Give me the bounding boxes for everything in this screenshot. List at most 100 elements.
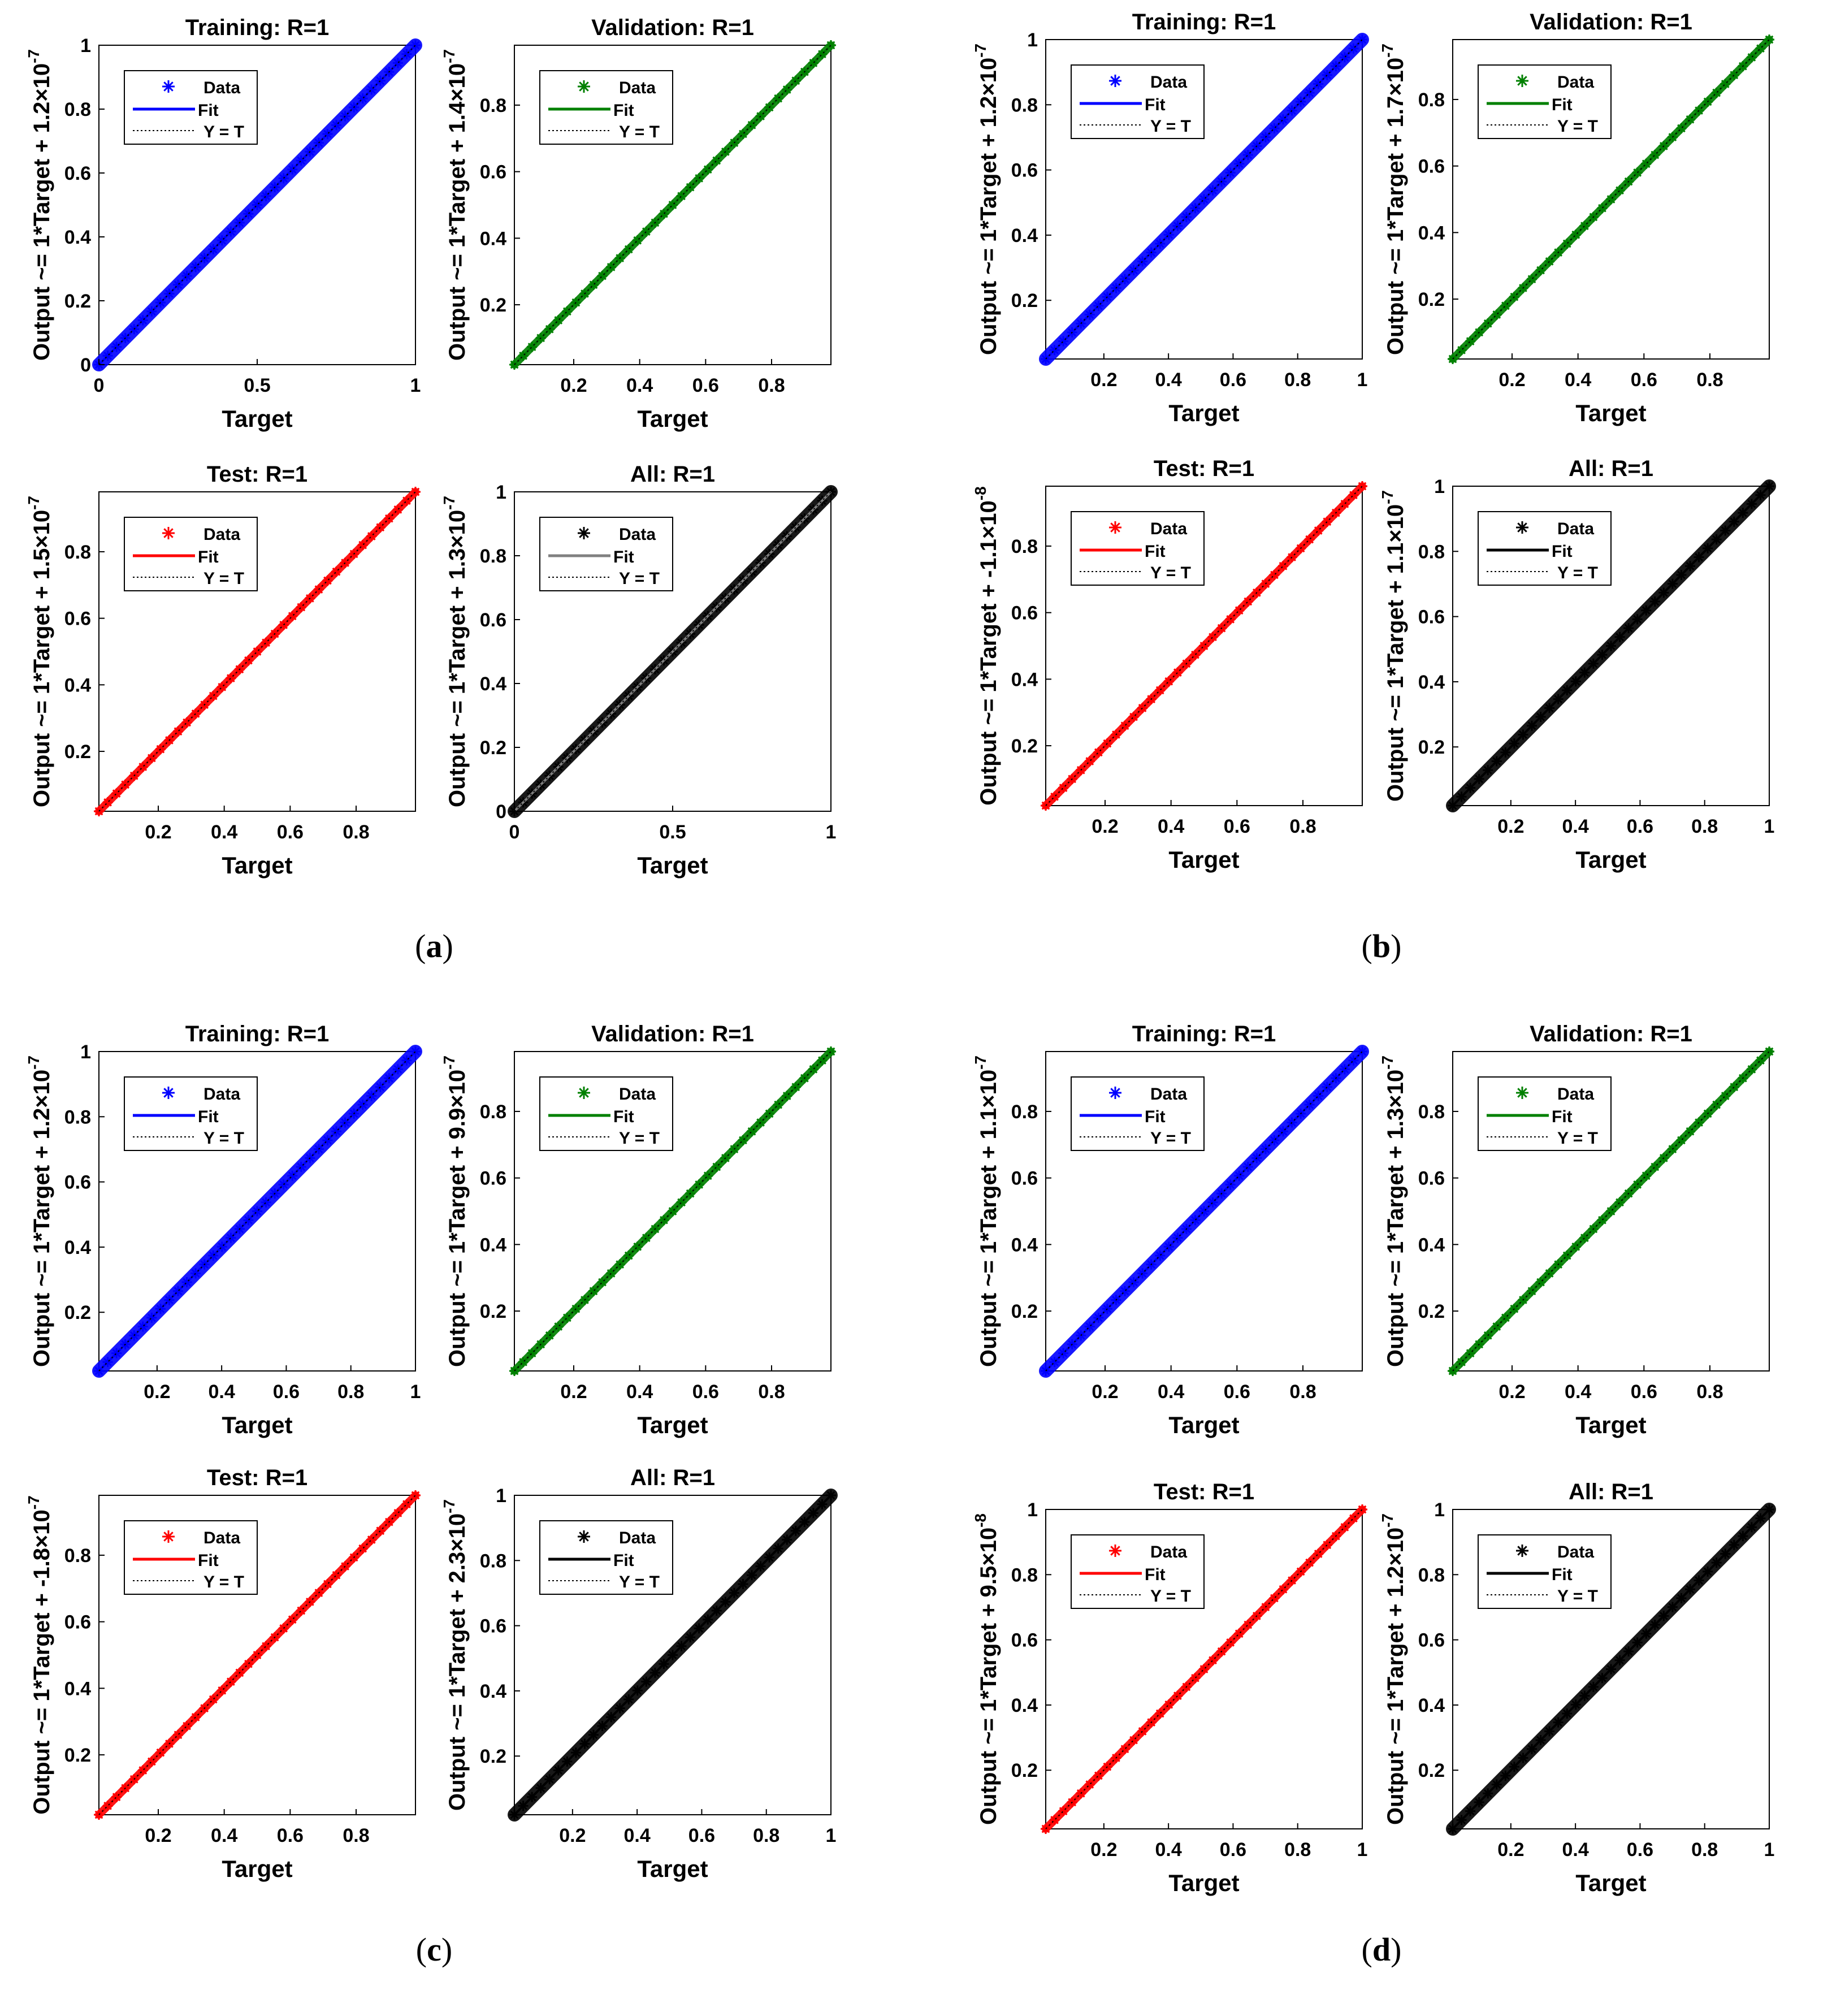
ylabel-exp-b-training: -7 [972,44,989,58]
ytick-label-d-test-2: 0.6 [1011,1630,1038,1651]
legend-box-d-all [1478,1534,1612,1609]
ylabel-exp-a-training: -7 [25,49,42,63]
ytick-label-d-test-3: 0.8 [1011,1564,1038,1586]
ylabel-main-d-all: Output ~= 1*Target + 1.2×10 [1383,1528,1408,1825]
ylabel-main-b-all: Output ~= 1*Target + 1.1×10 [1383,504,1408,802]
ytick-label-a-training-2: 0.4 [64,227,91,248]
ylabel-main-d-training: Output ~= 1*Target + 1.1×10 [976,1070,1001,1367]
legend-data-marker-d-test [1109,1545,1121,1557]
title-c-training: Training: R=1 [185,1022,330,1046]
xtick-label-b-test-0: 0.2 [1092,816,1118,837]
ylabel-main-c-all: Output ~= 1*Target + 2.3×10 [445,1513,470,1811]
xtick-label-a-validation-0: 0.2 [560,375,587,396]
legend-data-label-b-validation: Data [1557,73,1594,92]
ytick-label-c-validation-0: 0.2 [480,1301,506,1322]
xlabel-d-test: Target [1168,1870,1239,1896]
legend-yt-label-a-training: Y = T [203,123,244,141]
ytick-label-a-all-0: 0 [496,801,506,823]
legend-data-label-d-test: Data [1150,1543,1187,1561]
ytick-label-b-validation-2: 0.6 [1418,156,1445,178]
xtick-label-c-test-3: 0.8 [343,1825,369,1846]
ylabel-a-validation: Output ~= 1*Target + 1.4×10-7 [440,49,470,361]
ylabel-d-test: Output ~= 1*Target + 9.5×10-8 [972,1513,1001,1825]
ytick-label-c-training-0: 0.2 [64,1302,91,1323]
plot-a-validation: 0.2 0.4 0.6 0.8 0.2 0.4 0.6 0.8 Validation: R=1 T… [440,15,836,432]
xtick-label-a-test-2: 0.6 [277,821,304,843]
legend-yt-label-d-all: Y = T [1557,1587,1598,1606]
ytick-label-b-test-0: 0.2 [1011,736,1038,757]
legend-b-test: Data Fit Y = T [1071,511,1205,586]
panel-label-a: a [426,928,443,964]
legend-yt-label-d-training: Y = T [1150,1129,1191,1148]
legend-data-marker-a-validation [578,80,590,93]
xtick-label-b-all-4: 1 [1764,816,1775,837]
legend-box-a-training [124,70,258,145]
legend-box-b-training [1071,64,1205,139]
ylabel-c-test: Output ~= 1*Target + -1.8×10-7 [25,1495,54,1814]
legend-fit-label-b-validation: Fit [1552,96,1573,114]
xtick-label-b-all-1: 0.4 [1562,816,1589,837]
legend-data-label-d-training: Data [1150,1085,1187,1104]
xtick-label-c-validation-0: 0.2 [560,1381,587,1403]
xtick-label-b-test-2: 0.6 [1224,816,1250,837]
xtick-label-d-all-0: 0.2 [1497,1839,1524,1861]
ytick-label-c-test-2: 0.6 [64,1612,91,1633]
legend-data-label-c-all: Data [619,1529,656,1547]
xlabel-d-all: Target [1575,1870,1646,1896]
legend-fit-label-a-validation: Fit [613,101,634,120]
legend-yt-label-b-all: Y = T [1557,564,1598,582]
ytick-label-b-validation-1: 0.4 [1418,222,1445,244]
fit-line-a-test [98,491,417,812]
ytick-label-a-test-2: 0.6 [64,608,91,630]
legend-data-label-b-all: Data [1557,520,1594,538]
title-a-training: Training: R=1 [185,15,330,40]
ytick-label-a-validation-3: 0.8 [480,95,506,116]
xlabel-c-all: Target [637,1855,708,1882]
panel-label-c: c [427,1931,441,1968]
legend-yt-label-c-validation: Y = T [619,1129,660,1148]
legend-data-label-c-training: Data [203,1085,240,1104]
legend-data-marker-c-training [162,1087,175,1099]
legend-yt-label-a-validation: Y = T [619,123,660,141]
ylabel-main-d-validation: Output ~= 1*Target + 1.3×10 [1383,1070,1408,1367]
xlabel-b-test: Target [1168,846,1239,873]
legend-data-marker-b-validation [1516,75,1528,87]
xtick-label-b-training-2: 0.6 [1220,369,1246,391]
ytick-label-c-test-0: 0.2 [64,1745,91,1766]
ylabel-exp-c-validation: -7 [440,1055,458,1070]
ytick-label-d-validation-0: 0.2 [1418,1301,1445,1322]
ylabel-exp-a-validation: -7 [440,49,458,63]
legend-fit-label-d-all: Fit [1552,1565,1573,1584]
fit-line-b-all [1452,485,1770,807]
ylabel-a-test: Output ~= 1*Target + 1.5×10-7 [25,496,54,807]
legend-data-marker-c-all [578,1530,590,1543]
ytick-label-d-all-3: 0.8 [1418,1564,1445,1586]
legend-b-training: Data Fit Y = T [1071,64,1205,139]
fit-line-a-validation [513,44,832,366]
ytick-label-b-training-1: 0.4 [1011,225,1038,246]
xtick-label-c-all-0: 0.2 [559,1825,586,1846]
xtick-label-b-all-0: 0.2 [1497,816,1524,837]
legend-box-b-test [1071,511,1205,586]
ylabel-b-training: Output ~= 1*Target + 1.2×10-7 [972,44,1001,355]
plot-a-all: 0 0.5 1 0 0.2 0.4 0.6 0.8 1 All: R=1 Target Output … [440,462,838,879]
ylabel-exp-a-test: -7 [25,496,42,510]
ylabel-a-all: Output ~= 1*Target + 1.3×10-7 [440,496,470,807]
xtick-label-b-test-1: 0.4 [1158,816,1184,837]
legend-a-test: Data Fit Y = T [124,517,258,591]
xtick-label-c-all-3: 0.8 [753,1825,779,1846]
ytick-label-c-training-3: 0.8 [64,1106,91,1128]
legend-box-c-test [124,1520,258,1595]
legend-data-marker-a-training [162,80,175,93]
legend-data-marker-d-validation [1516,1087,1528,1099]
legend-fit-label-c-all: Fit [613,1551,634,1570]
legend-yt-label-b-test: Y = T [1150,564,1191,582]
ytick-label-b-validation-0: 0.2 [1418,289,1445,310]
ytick-label-d-all-2: 0.6 [1418,1630,1445,1651]
title-d-test: Test: R=1 [1154,1479,1254,1504]
xtick-label-d-validation-3: 0.8 [1696,1381,1723,1403]
ytick-label-b-test-2: 0.6 [1011,603,1038,624]
legend-b-all: Data Fit Y = T [1478,511,1612,586]
ylabel-main-b-training: Output ~= 1*Target + 1.2×10 [976,58,1001,355]
